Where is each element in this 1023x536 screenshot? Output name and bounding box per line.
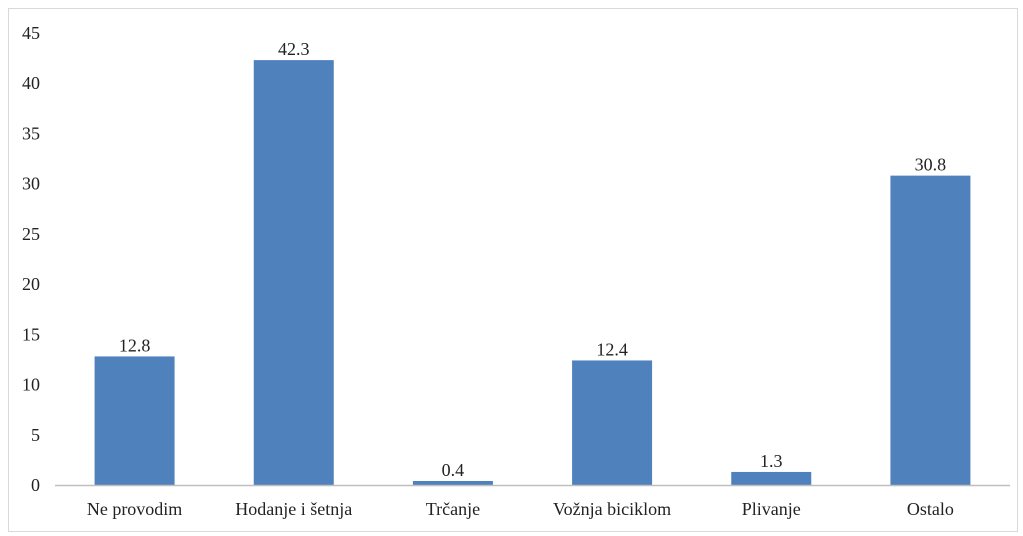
category-labels-group: Ne provodim Hodanje i šetnja Trčanje Vožnja…	[87, 499, 954, 519]
x-category-label: Hodanje i šetnja	[235, 499, 352, 519]
y-tick-label: 25	[22, 224, 40, 244]
bar-value-label: 12.8	[119, 335, 151, 355]
x-category-label: Trčanje	[426, 499, 480, 519]
bar-value-label: 30.8	[915, 155, 947, 175]
data-labels-group: 12.8 42.3 0.4 12.4 1.3 30.8	[119, 39, 946, 480]
y-tick-label: 20	[22, 274, 40, 294]
y-tick-label: 15	[22, 324, 40, 344]
bar	[253, 60, 334, 486]
y-tick-label: 30	[22, 174, 40, 194]
y-tick-label: 10	[22, 375, 40, 395]
x-category-label: Vožnja biciklom	[553, 499, 671, 519]
bar	[94, 356, 175, 485]
bar	[412, 480, 493, 485]
y-tick-label: 0	[31, 475, 40, 495]
bars-group	[94, 60, 971, 486]
bar	[890, 175, 971, 485]
bar-value-label: 0.4	[442, 460, 465, 480]
y-tick-label: 40	[22, 73, 40, 93]
y-tick-label: 45	[22, 23, 40, 43]
chart-frame	[8, 8, 1018, 532]
x-category-label: Ostalo	[907, 499, 954, 519]
x-category-label: Plivanje	[742, 499, 801, 519]
bar-value-label: 42.3	[278, 39, 310, 59]
y-tick-label: 35	[22, 123, 40, 143]
bar	[572, 360, 653, 485]
bar-value-label: 12.4	[596, 339, 628, 359]
y-tick-label: 5	[31, 425, 40, 445]
y-axis-ticks: 0 5 10 15 20 25 30 35 40 45	[22, 23, 40, 495]
x-category-label: Ne provodim	[87, 499, 182, 519]
bar	[731, 471, 812, 485]
bar-value-label: 1.3	[760, 451, 783, 471]
